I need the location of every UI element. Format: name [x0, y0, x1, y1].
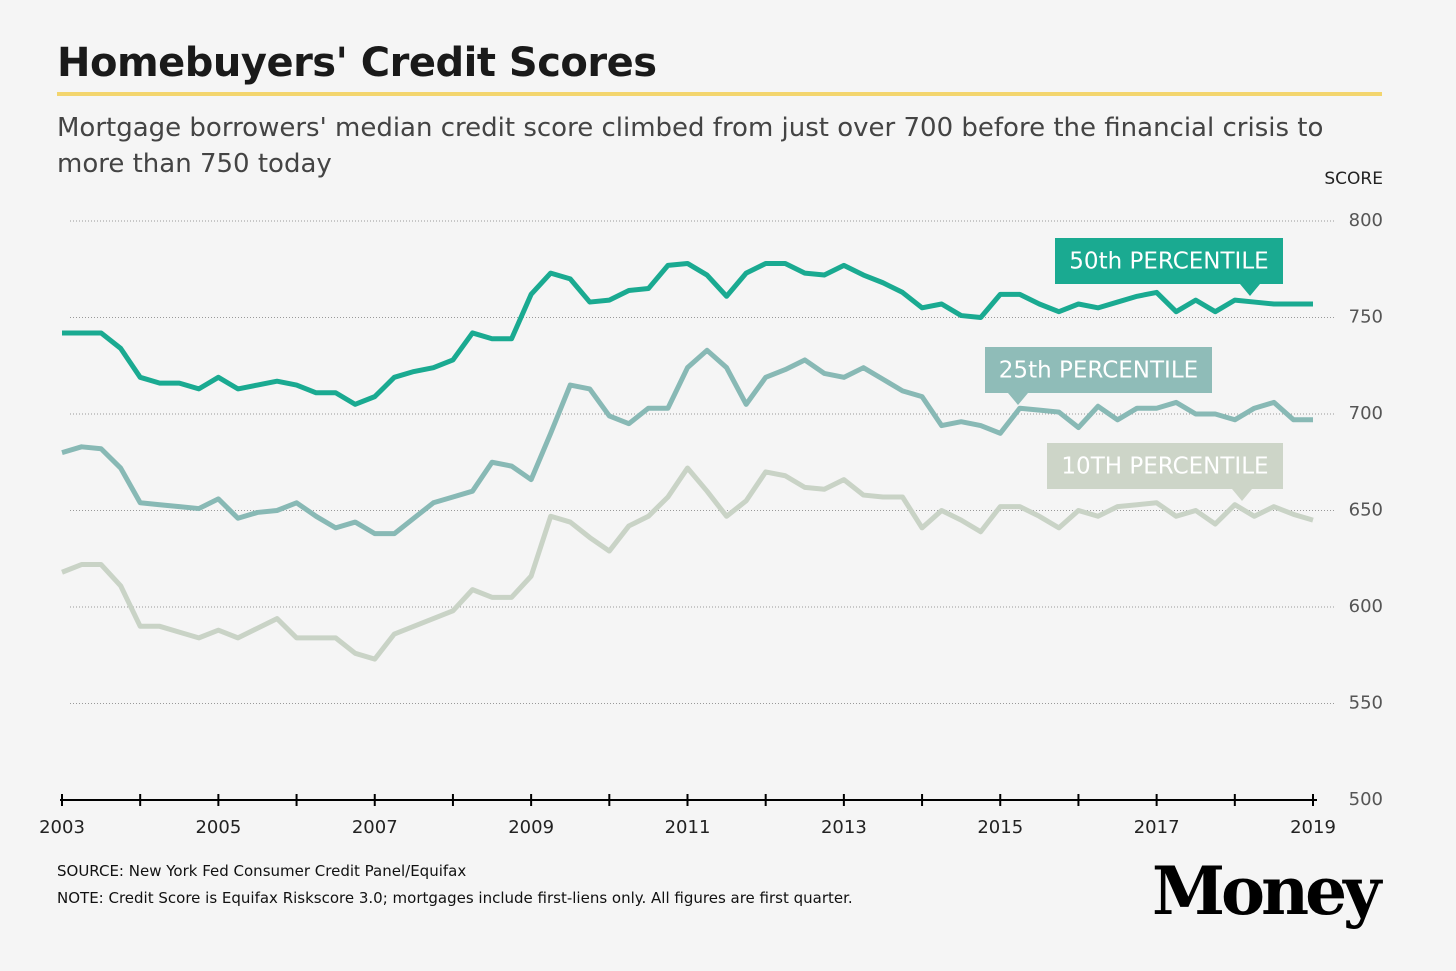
legend-box — [1055, 238, 1283, 296]
y-tick-label: 750 — [1349, 307, 1383, 328]
x-tick-label: 2013 — [821, 817, 867, 838]
y-tick-label: 800 — [1349, 210, 1383, 231]
x-tick-label: 2007 — [352, 817, 398, 838]
legend-label: 25th PERCENTILE — [999, 358, 1198, 384]
brand-logo: Money — [1152, 852, 1381, 930]
legend-box — [1047, 443, 1283, 501]
x-tick-label: 2011 — [665, 817, 711, 838]
line-series — [62, 260, 1313, 407]
title-rule — [57, 92, 1382, 96]
legend-item: 10TH PERCENTILE — [1047, 443, 1283, 501]
legend-box — [985, 347, 1212, 405]
subtitle: Mortgage borrowers' median credit score … — [57, 113, 1324, 179]
x-tick-label: 2015 — [977, 817, 1023, 838]
chart-title: Homebuyers' Credit Scores — [57, 40, 657, 86]
x-tick-label: 2003 — [39, 817, 85, 838]
note: NOTE: Credit Score is Equifax Riskscore … — [57, 889, 853, 907]
x-tick-label: 2009 — [508, 817, 554, 838]
line-series — [61, 465, 1314, 662]
y-tick-label: 650 — [1349, 500, 1383, 521]
x-tick-label: 2005 — [195, 817, 241, 838]
source: SOURCE: New York Fed Consumer Credit Pan… — [57, 862, 467, 880]
legend-item: 50th PERCENTILE — [1055, 238, 1283, 296]
y-tick-label: 500 — [1349, 789, 1383, 810]
legend-label: 50th PERCENTILE — [1069, 249, 1268, 275]
legend-item: 25th PERCENTILE — [985, 347, 1212, 405]
legend-label: 10TH PERCENTILE — [1061, 454, 1268, 480]
x-tick-label: 2017 — [1134, 817, 1180, 838]
y-tick-label: 550 — [1349, 693, 1383, 714]
y-tick-label: 600 — [1349, 596, 1383, 617]
x-tick-label: 2019 — [1290, 817, 1336, 838]
y-tick-label: 700 — [1349, 403, 1383, 424]
line-series — [61, 347, 1313, 537]
y-axis-label: SCORE — [1324, 169, 1383, 189]
